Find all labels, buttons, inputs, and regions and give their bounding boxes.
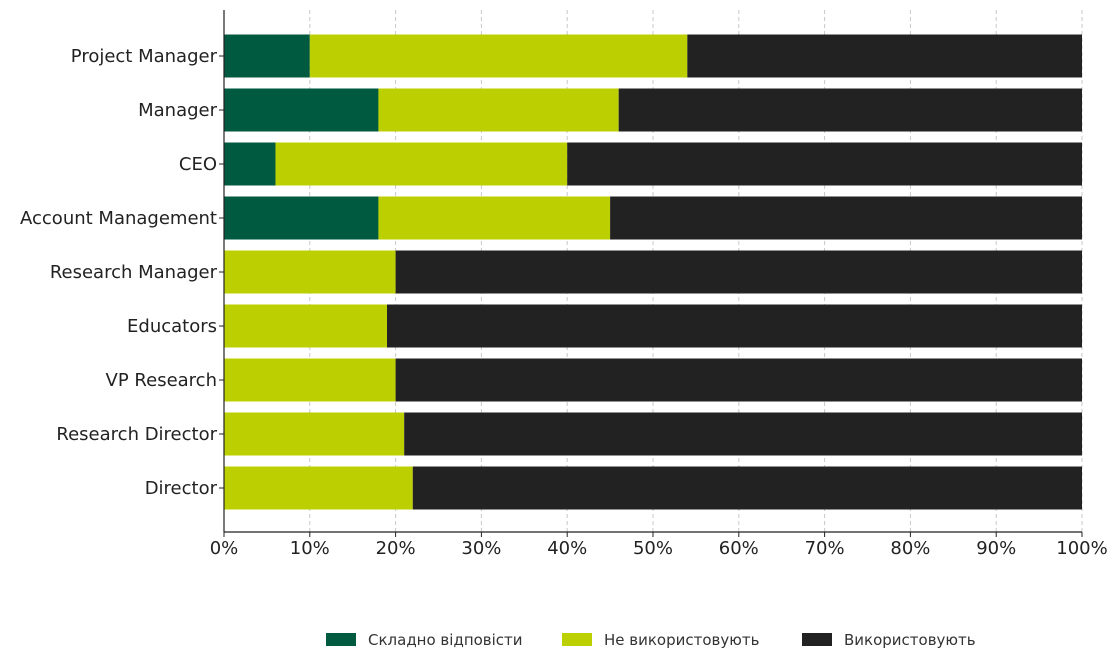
category-label: Project Manager <box>71 46 218 67</box>
category-label: Educators <box>127 316 217 337</box>
x-tick-label: 30% <box>461 538 501 559</box>
legend-label: Складно відповісти <box>368 631 523 649</box>
bars-layer <box>224 34 1083 510</box>
bar-segment <box>224 466 413 510</box>
category-label: Account Management <box>20 208 217 229</box>
bar-segment <box>224 250 396 294</box>
bar-segment <box>224 34 310 78</box>
bar-segment <box>395 358 1083 402</box>
bar-segment <box>687 34 1082 78</box>
x-tick-label: 70% <box>805 538 845 559</box>
category-label: Research Manager <box>50 262 218 283</box>
x-tick-label: 80% <box>890 538 930 559</box>
axis-layer <box>219 10 1083 537</box>
category-label: Research Director <box>56 424 217 445</box>
legend-label: Використовують <box>844 631 976 649</box>
bar-segment <box>224 358 396 402</box>
labels-layer: 0% 10% 20% 30% 40% 50% 60% 70% 80% 90% 100% Project… <box>20 46 1108 559</box>
bar-segment <box>378 88 619 132</box>
bar-segment <box>224 304 388 348</box>
x-tick-label: 0% <box>210 538 239 559</box>
category-label: Director <box>145 478 218 499</box>
category-label: Manager <box>138 100 217 121</box>
bar-segment <box>224 88 379 132</box>
x-tick-label: 40% <box>547 538 587 559</box>
bar-segment <box>275 142 568 186</box>
x-tick-label: 50% <box>633 538 673 559</box>
bar-segment <box>618 88 1082 132</box>
legend-label: Не використовують <box>604 631 759 649</box>
bar-segment <box>224 196 379 240</box>
legend-swatch <box>802 633 832 646</box>
legend-swatch <box>326 633 356 646</box>
legend-swatch <box>562 633 592 646</box>
bar-segment <box>395 250 1083 294</box>
bar-segment <box>378 196 611 240</box>
x-tick-label: 100% <box>1056 538 1107 559</box>
category-label: VP Research <box>106 370 217 391</box>
x-tick-label: 20% <box>376 538 416 559</box>
x-tick-label: 10% <box>290 538 330 559</box>
bar-segment <box>404 412 1082 456</box>
bar-segment <box>610 196 1082 240</box>
bar-segment <box>224 142 276 186</box>
bar-segment <box>309 34 688 78</box>
bar-segment <box>224 412 405 456</box>
category-label: CEO <box>179 154 217 175</box>
x-tick-label: 60% <box>719 538 759 559</box>
bar-segment <box>567 142 1082 186</box>
x-tick-label: 90% <box>976 538 1016 559</box>
bar-segment <box>412 466 1082 510</box>
legend: Складно відповісти Не використовують Викор… <box>326 631 976 649</box>
bar-segment <box>387 304 1082 348</box>
